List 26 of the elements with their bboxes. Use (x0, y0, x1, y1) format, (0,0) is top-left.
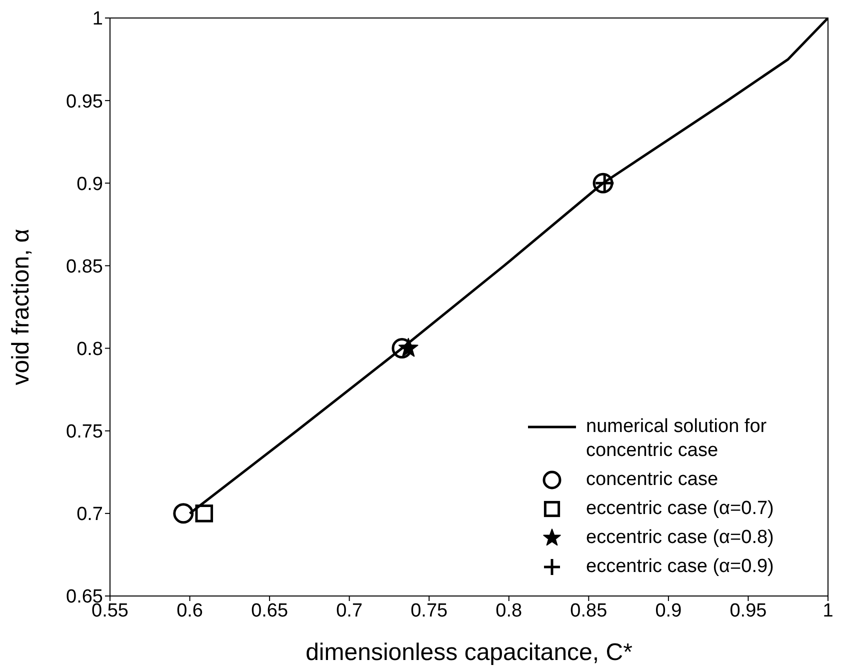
y-tick-label: 1 (92, 8, 103, 30)
x-tick-label: 0.75 (410, 600, 448, 622)
point (195, 504, 214, 522)
legend-label: eccentric case (α=0.8) (586, 526, 774, 550)
x-tick-label: 0.6 (176, 600, 203, 622)
x-tick-label: 0.85 (570, 600, 608, 622)
x-tick-label: 0.9 (655, 600, 682, 622)
legend-label: concentric case (586, 468, 718, 492)
y-tick-label: 0.9 (76, 174, 103, 195)
y-tick-label: 0.85 (66, 256, 103, 278)
y-axis-title: void fraction, α (8, 228, 35, 386)
x-tick-label: 1 (822, 600, 834, 622)
legend-label: eccentric case (α=0.7) (586, 497, 774, 521)
point (173, 503, 194, 524)
legend-label: eccentric case (α=0.9) (586, 555, 774, 579)
point (398, 338, 418, 357)
y-tick-label: 0.95 (66, 91, 103, 112)
y-tick-label: 0.8 (76, 339, 103, 360)
x-tick-label: 0.8 (496, 600, 522, 622)
point (392, 338, 412, 359)
y-tick-label: 0.7 (76, 504, 103, 526)
y-tick-label: 0.75 (66, 422, 103, 443)
x-tick-label: 0.65 (251, 600, 288, 622)
x-tick-label: 0.95 (730, 600, 767, 622)
x-axis-title: dimensionless capacitance, C* (306, 639, 632, 666)
x-tick-label: 0.7 (336, 600, 363, 622)
